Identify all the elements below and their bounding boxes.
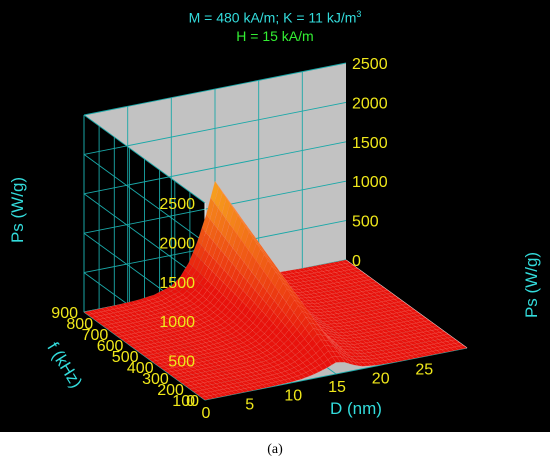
z-tick-label-left: 2000 — [159, 235, 195, 252]
y-tick-label: 200 — [157, 382, 184, 399]
z-tick-label-left: 2500 — [159, 196, 195, 213]
z-tick-label-right: 0 — [352, 253, 361, 270]
x-tick-label: 15 — [328, 379, 346, 396]
y-tick-label: 900 — [51, 305, 78, 322]
y-tick-label: 500 — [112, 349, 139, 366]
z-axis-label-left: Ps (W/g) — [8, 177, 27, 243]
y-tick-label: 400 — [127, 360, 154, 377]
surface-mesh — [83, 180, 468, 401]
x-tick-label: 25 — [415, 362, 433, 379]
z-tick-label-left: 0 — [186, 393, 195, 410]
y-tick-label: 600 — [97, 338, 124, 355]
y-tick-label: 700 — [82, 327, 109, 344]
y-tick-label: 800 — [66, 316, 93, 333]
surface-facet — [200, 396, 210, 401]
x-tick-label: 20 — [372, 370, 390, 387]
z-axis-label-right: Ps (W/g) — [522, 252, 541, 318]
parameter-annotation-1: M = 480 kA/m; K = 11 kJ/m3 — [188, 9, 362, 26]
z-tick-label-right: 1500 — [352, 135, 388, 152]
z-tick-label-left: 1500 — [159, 275, 195, 292]
z-tick-label-right: 2500 — [352, 56, 388, 73]
figure-caption: (a) — [267, 442, 283, 457]
y-axis-label: f (kHz) — [43, 339, 86, 392]
y-tick-label: 100 — [172, 393, 199, 410]
tick-labels: 0050050010001000150015002000200025002500… — [51, 56, 433, 422]
z-tick-label-right: 2000 — [352, 95, 388, 112]
x-tick-label: 10 — [284, 388, 302, 405]
x-tick-label: 0 — [202, 405, 211, 422]
plot-area: 0 0 500 500 1000 1000 1500 1500 2000 2000 2500 2500… — [0, 0, 550, 432]
z-tick-label-right: 1000 — [352, 174, 388, 191]
x-tick-label: 5 — [245, 396, 254, 413]
y-tick-label: 300 — [142, 371, 169, 388]
parameter-annotation-2: H = 15 kA/m — [236, 28, 314, 44]
x-axis-label: D (nm) — [330, 399, 382, 418]
z-tick-label-left: 1000 — [159, 314, 195, 331]
surface-chart: 0050050010001000150015002000200025002500… — [8, 56, 541, 422]
z-tick-label-right: 500 — [352, 214, 379, 231]
z-tick-label-left: 500 — [168, 354, 195, 371]
